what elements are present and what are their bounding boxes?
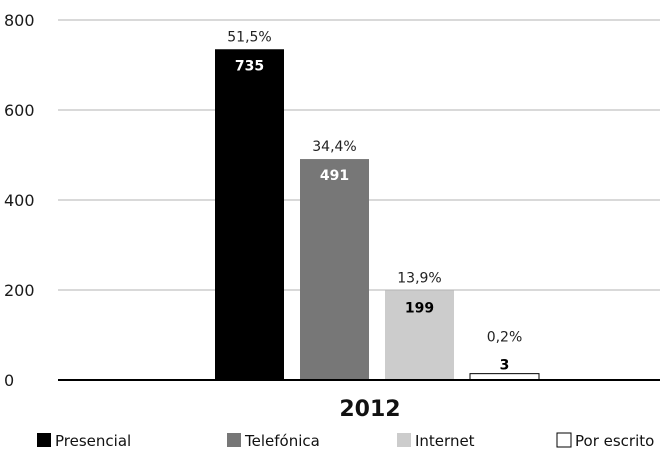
percent-label: 0,2%: [487, 330, 523, 346]
bar-telef-nica: [300, 159, 369, 380]
legend-swatch: [556, 432, 572, 448]
y-tick-label: 400: [4, 191, 35, 210]
y-tick-label: 0: [4, 371, 14, 390]
category-label: 2012: [339, 397, 400, 422]
value-label: 199: [405, 300, 434, 316]
percent-label: 34,4%: [312, 139, 356, 155]
legend: Presencial Telefónica Internet Por escrito: [37, 432, 654, 449]
bar-presencial: [215, 49, 284, 380]
y-tick-label: 200: [4, 281, 35, 300]
y-tick-label: 600: [4, 101, 35, 120]
legend-label: Por escrito: [575, 432, 654, 449]
legend-swatch: [227, 433, 241, 447]
bars: 51,5% 735 34,4% 491 13,9% 199 0,2% 3: [215, 29, 540, 381]
value-label: 735: [235, 58, 264, 74]
y-tick-label: 800: [4, 11, 35, 30]
percent-label: 51,5%: [227, 29, 271, 45]
legend-swatch: [397, 433, 411, 447]
y-axis: 0 200 400 600 800: [4, 11, 35, 390]
value-label: 3: [500, 358, 510, 374]
value-label: 491: [320, 168, 349, 184]
legend-label: Telefónica: [244, 432, 320, 449]
legend-swatch: [37, 433, 51, 447]
legend-label: Presencial: [55, 432, 131, 449]
percent-label: 13,9%: [397, 270, 441, 286]
legend-label: Internet: [415, 432, 475, 449]
bar-internet: [385, 290, 454, 380]
